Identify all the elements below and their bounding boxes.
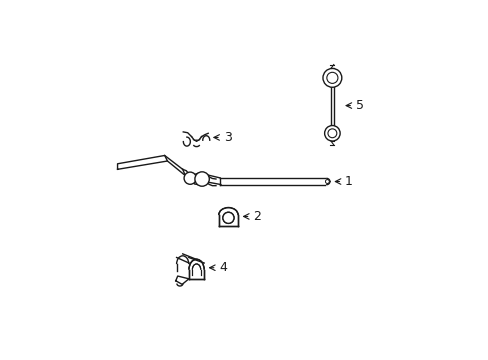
Text: 3: 3 xyxy=(224,131,231,144)
Circle shape xyxy=(326,72,337,84)
Polygon shape xyxy=(117,156,167,169)
Text: 5: 5 xyxy=(355,99,363,112)
Wedge shape xyxy=(188,262,204,270)
Circle shape xyxy=(325,180,328,184)
Circle shape xyxy=(322,68,341,87)
Circle shape xyxy=(327,129,336,138)
Circle shape xyxy=(324,126,340,141)
Text: 2: 2 xyxy=(253,210,261,223)
FancyBboxPatch shape xyxy=(218,207,238,226)
Circle shape xyxy=(223,212,233,223)
Circle shape xyxy=(223,212,233,223)
Bar xyxy=(188,270,204,279)
Text: 4: 4 xyxy=(219,261,227,274)
Text: 1: 1 xyxy=(345,175,352,188)
Circle shape xyxy=(183,172,196,184)
Circle shape xyxy=(195,172,209,186)
Polygon shape xyxy=(175,276,188,284)
